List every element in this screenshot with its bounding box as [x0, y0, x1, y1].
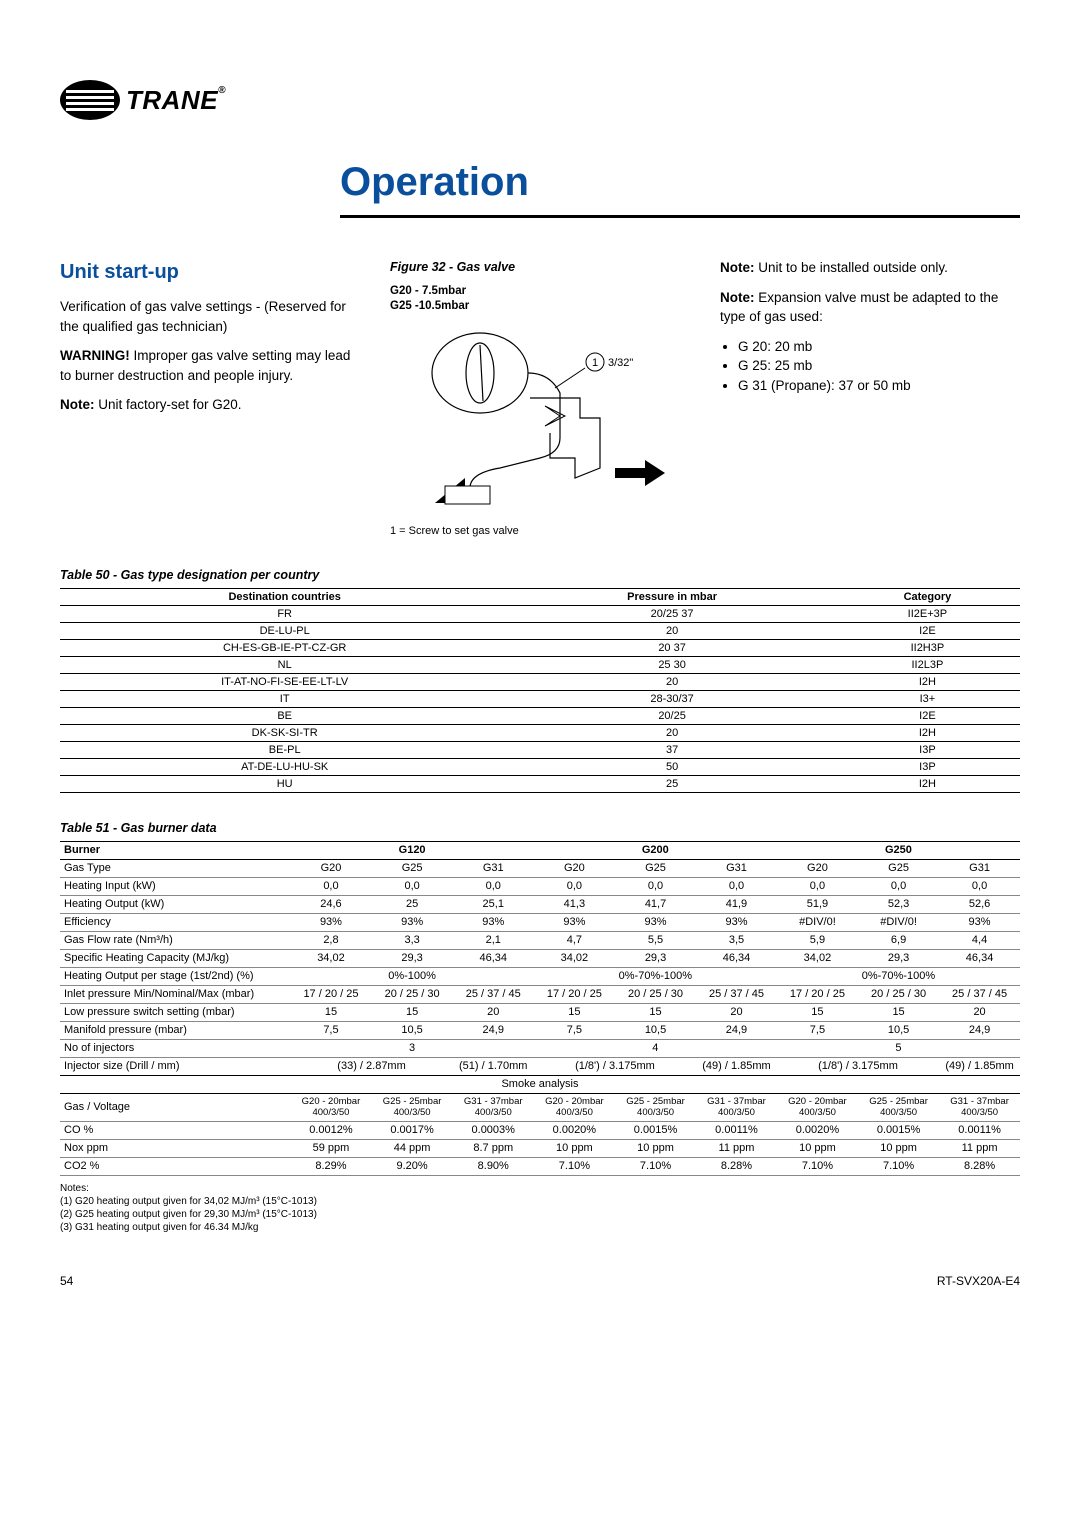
table-row: DE-LU-PL20I2E: [60, 622, 1020, 639]
table-row: CH-ES-GB-IE-PT-CZ-GR20 37II2H3P: [60, 639, 1020, 656]
figure-sub: G20 - 7.5mbar G25 -10.5mbar: [390, 284, 690, 314]
svg-text:1: 1: [592, 357, 598, 369]
table-row: Gas TypeG20G25G31G20G25G31G20G25G31: [60, 859, 1020, 877]
table-row: AT-DE-LU-HU-SK50I3P: [60, 758, 1020, 775]
list-item: G 25: 25 mb: [738, 356, 1020, 376]
table-row: CO2 %8.29%9.20%8.90%7.10%7.10%8.28%7.10%…: [60, 1157, 1020, 1175]
figure-caption: 1 = Screw to set gas valve: [390, 524, 690, 540]
table50-title: Table 50 - Gas type designation per coun…: [60, 568, 1020, 582]
table-row: Low pressure switch setting (mbar)151520…: [60, 1003, 1020, 1021]
table-row: CO %0.0012%0.0017%0.0003%0.0020%0.0015%0…: [60, 1121, 1020, 1139]
gas-voltage-row: Gas / VoltageG20 - 20mbar 400/3/50G25 - …: [60, 1093, 1020, 1121]
table-row: BE20/25I2E: [60, 707, 1020, 724]
verification-text: Verification of gas valve settings - (Re…: [60, 297, 360, 336]
table-row: Heating Output per stage (1st/2nd) (%)0%…: [60, 967, 1020, 985]
table50: Destination countriesPressure in mbarCat…: [60, 588, 1020, 793]
table-row: Injector size (Drill / mm)(33) / 2.87mm(…: [60, 1057, 1020, 1075]
group-header: G120: [290, 841, 533, 859]
group-header: G200: [534, 841, 777, 859]
table-row: NL25 30II2L3P: [60, 656, 1020, 673]
table-row: Heating Input (kW)0,00,00,00,00,00,00,00…: [60, 877, 1020, 895]
table-header: Destination countries: [60, 588, 509, 605]
intro-columns: Unit start-up Verification of gas valve …: [60, 258, 1020, 540]
unit-startup-heading: Unit start-up: [60, 258, 360, 287]
group-header: G250: [777, 841, 1020, 859]
col-left: Unit start-up Verification of gas valve …: [60, 258, 360, 540]
warning-text: WARNING! Improper gas valve setting may …: [60, 346, 360, 385]
gas-valve-diagram: 1 3/32": [410, 318, 670, 518]
burner-header: Burner: [60, 841, 290, 859]
notes-heading: Notes:: [60, 1182, 1020, 1195]
list-item: G 20: 20 mb: [738, 337, 1020, 357]
figure-title: Figure 32 - Gas valve: [390, 258, 690, 276]
col-right: Note: Unit to be installed outside only.…: [720, 258, 1020, 540]
table-row: IT28-30/37I3+: [60, 690, 1020, 707]
svg-text:3/32": 3/32": [608, 357, 633, 369]
table-header: Pressure in mbar: [509, 588, 834, 605]
note-line: (3) G31 heating output given for 46.34 M…: [60, 1221, 1020, 1234]
title-rule: [340, 215, 1020, 218]
table51: Burner G120 G200 G250 Gas TypeG20G25G31G…: [60, 841, 1020, 1176]
smoke-analysis-header: Smoke analysis: [60, 1075, 1020, 1093]
gas-pressure-list: G 20: 20 mb G 25: 25 mb G 31 (Propane): …: [738, 337, 1020, 396]
list-item: G 31 (Propane): 37 or 50 mb: [738, 376, 1020, 396]
table-row: Specific Heating Capacity (MJ/kg)34,0229…: [60, 949, 1020, 967]
table-row: Manifold pressure (mbar)7,510,524,97,510…: [60, 1021, 1020, 1039]
table-row: FR20/25 37II2E+3P: [60, 605, 1020, 622]
page-number: 54: [60, 1274, 73, 1288]
note-line: (2) G25 heating output given for 29,30 M…: [60, 1208, 1020, 1221]
doc-id: RT-SVX20A-E4: [937, 1274, 1020, 1288]
table-row: Heating Output (kW)24,62525,141,341,741,…: [60, 895, 1020, 913]
table-row: Gas Flow rate (Nm³/h)2,83,32,14,75,53,55…: [60, 931, 1020, 949]
page-footer: 54 RT-SVX20A-E4: [60, 1274, 1020, 1288]
table-row: DK-SK-SI-TR20I2H: [60, 724, 1020, 741]
table-row: No of injectors345: [60, 1039, 1020, 1057]
col-figure: Figure 32 - Gas valve G20 - 7.5mbar G25 …: [390, 258, 690, 540]
table-row: BE-PL37I3P: [60, 741, 1020, 758]
figure-box: G20 - 7.5mbar G25 -10.5mbar 1 3/32" 1 = …: [390, 284, 690, 540]
logo-text: TRANE®: [126, 85, 226, 116]
table51-title: Table 51 - Gas burner data: [60, 821, 1020, 835]
note-expansion: Note: Expansion valve must be adapted to…: [720, 288, 1020, 327]
table-row: Efficiency93%93%93%93%93%93%#DIV/0!#DIV/…: [60, 913, 1020, 931]
note-factory-set: Note: Unit factory-set for G20.: [60, 395, 360, 415]
logo: TRANE®: [60, 80, 1020, 120]
page-title: Operation: [340, 160, 1020, 205]
table-row: IT-AT-NO-FI-SE-EE-LT-LV20I2H: [60, 673, 1020, 690]
note-outside: Note: Unit to be installed outside only.: [720, 258, 1020, 278]
notes-block: Notes: (1) G20 heating output given for …: [60, 1182, 1020, 1234]
table-row: Inlet pressure Min/Nominal/Max (mbar)17 …: [60, 985, 1020, 1003]
table-row: Nox ppm59 ppm44 ppm8.7 ppm10 ppm10 ppm11…: [60, 1139, 1020, 1157]
note-line: (1) G20 heating output given for 34,02 M…: [60, 1195, 1020, 1208]
table-row: HU25I2H: [60, 775, 1020, 792]
table-header: Category: [835, 588, 1020, 605]
logo-icon: [60, 80, 120, 120]
